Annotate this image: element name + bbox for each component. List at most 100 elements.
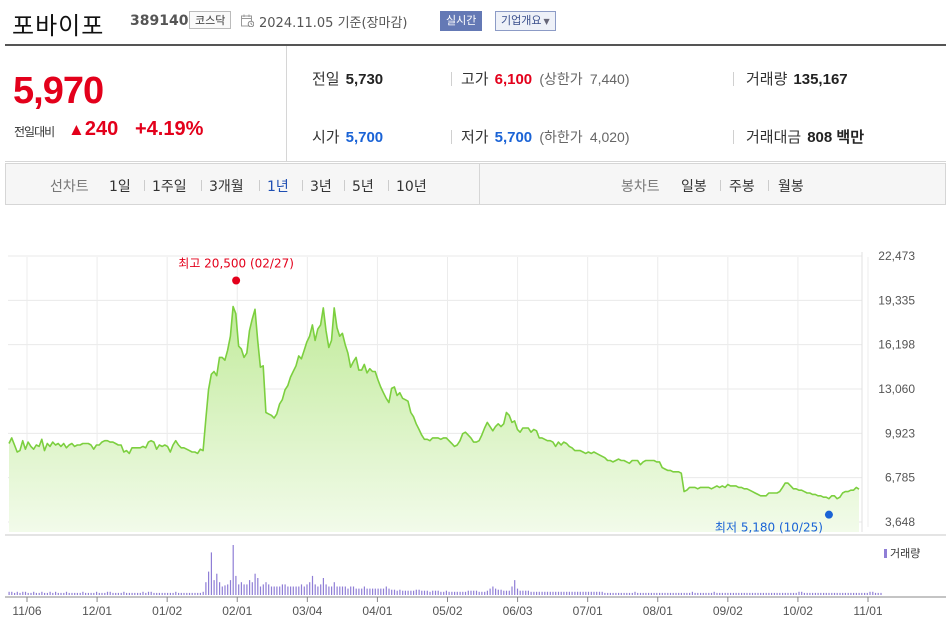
volume-bar: [300, 584, 303, 595]
volume-bar: [546, 591, 549, 595]
period-5year[interactable]: 5년: [352, 179, 374, 195]
volume-bar: [686, 592, 688, 595]
volume-bar: [33, 591, 35, 595]
volume-bar: [145, 592, 147, 595]
volume-bar: [221, 586, 223, 595]
volume-bar: [52, 592, 54, 595]
volume-bar: [609, 592, 611, 595]
volume-bar: [784, 592, 786, 595]
company-overview-button[interactable]: 기업개요 ▼: [495, 11, 556, 31]
volume-bar: [596, 591, 598, 595]
volume-bar: [708, 592, 710, 595]
volume-bar: [273, 586, 275, 595]
period-1year[interactable]: 1년: [267, 179, 289, 195]
volume-bar: [650, 592, 652, 595]
volume-bar: [631, 592, 633, 595]
prev-close-value: 5,730: [345, 71, 384, 88]
volume-bar: [328, 586, 330, 595]
volume-bar: [175, 591, 177, 595]
volume-bar: [123, 591, 125, 595]
volume-bar: [341, 586, 344, 595]
volume-bar: [71, 592, 73, 595]
volume-bar: [683, 592, 685, 595]
period-separator: [259, 180, 260, 191]
volume-bar: [454, 591, 456, 595]
volume-bar: [568, 591, 570, 595]
volume-bar: [779, 592, 781, 595]
volume-bar: [574, 591, 576, 595]
volume-bar: [858, 592, 860, 595]
price-summary: 5,970 전일대비 ▲240 +4.19% 전일 5,730 고가 6,100 (…: [5, 44, 946, 162]
change-rate: +4.19%: [135, 118, 204, 140]
period-separator: [768, 180, 769, 191]
low-label: 저가: [461, 129, 489, 146]
period-3year[interactable]: 3년: [310, 179, 332, 195]
volume-bar: [664, 592, 666, 595]
volume-bar: [451, 591, 453, 595]
open-value: 5,700: [345, 129, 384, 146]
volume-bar: [672, 592, 674, 595]
volume-bar: [489, 588, 491, 595]
volume-bar: [156, 592, 158, 595]
y-axis: 22,473 19,335 16,198 13,060 9,923 6,785 3,648: [878, 249, 915, 529]
period-1day[interactable]: 1일: [109, 179, 131, 195]
volume-bar: [101, 592, 103, 595]
volume-bar: [656, 592, 658, 595]
volume-bar: [426, 590, 428, 595]
high-stat: 고가 6,100 (상한가 7,440): [461, 68, 630, 89]
x-tick-label: 07/01: [573, 604, 603, 618]
x-tick-label: 04/01: [362, 604, 392, 618]
volume-bar: [519, 590, 521, 595]
volume-bar: [642, 592, 644, 595]
volume-bar: [423, 590, 426, 595]
volume-bar: [268, 584, 270, 595]
volume-bar: [366, 588, 368, 595]
low-annotation: 최저 5,180 (10/25): [715, 521, 823, 535]
current-price-box: 5,970 전일대비 ▲240 +4.19%: [5, 46, 287, 162]
volume-bar: [393, 589, 396, 595]
volume-bar: [259, 586, 262, 595]
stat-divider: [451, 130, 452, 144]
amount-stat: 거래대금 808 백만: [746, 126, 864, 147]
stat-divider: [733, 72, 734, 86]
stock-code: 389140: [130, 13, 189, 29]
candle-monthly[interactable]: 월봉: [778, 179, 804, 195]
volume-bar: [8, 591, 10, 595]
realtime-button[interactable]: 실시간: [440, 11, 483, 31]
volume-bar: [85, 592, 87, 595]
volume-bar: [694, 592, 696, 595]
y-tick-label: 22,473: [878, 249, 915, 263]
volume-bar: [377, 588, 379, 595]
lower-limit-label: (하한가: [539, 129, 583, 145]
volume-bar: [836, 592, 838, 595]
volume-bar: [139, 592, 141, 595]
volume-bar: [205, 582, 207, 595]
volume-bar: [790, 592, 792, 595]
x-tick-label: 09/02: [713, 604, 743, 618]
period-1week[interactable]: 1주일: [152, 179, 187, 195]
volume-bar: [235, 575, 237, 595]
volume-bar: [106, 591, 109, 595]
period-10year[interactable]: 10년: [396, 179, 427, 195]
volume-bar: [41, 591, 43, 595]
period-3month[interactable]: 3개월: [209, 179, 244, 195]
volume-bar: [134, 592, 136, 595]
volume-bar: [735, 592, 737, 595]
volume-bar: [653, 592, 655, 595]
volume-bar: [65, 591, 68, 595]
volume-bar: [210, 552, 212, 595]
reference-date: 2024.11.05 기준(장마감): [259, 16, 408, 31]
change-value: ▲240: [68, 118, 118, 141]
volume-bar: [538, 591, 540, 595]
candle-daily[interactable]: 일봉: [681, 179, 707, 195]
volume-bar: [306, 584, 308, 595]
volume-bar: [186, 592, 188, 595]
volume-bar: [749, 592, 751, 595]
volume-bar: [495, 588, 497, 595]
volume-bar: [202, 591, 204, 595]
volume-bar: [587, 591, 590, 595]
volume-bar: [579, 591, 581, 595]
candle-weekly[interactable]: 주봉: [729, 179, 755, 195]
x-axis: 11/06 12/01 01/02 02/01 03/04 04/01 05/02 06/03…: [12, 597, 883, 618]
volume-bar: [396, 590, 398, 595]
